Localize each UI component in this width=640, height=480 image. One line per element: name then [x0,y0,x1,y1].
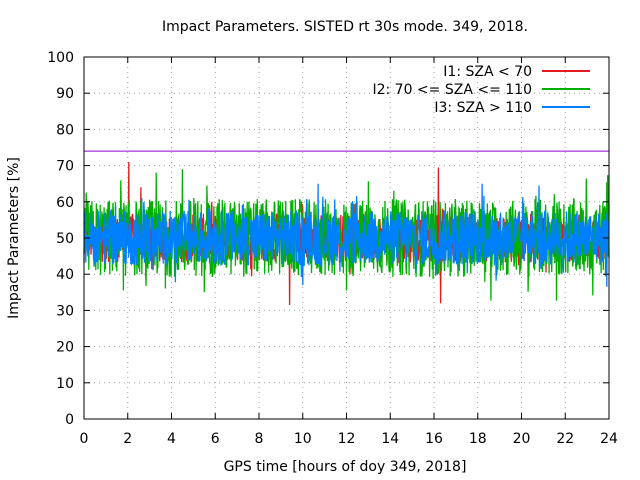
legend-label: I1: SZA < 70 [443,64,532,80]
y-tick-label: 20 [56,340,74,356]
x-tick-label: 22 [556,431,574,447]
x-tick-label: 18 [469,431,487,447]
x-tick-label: 8 [255,431,264,447]
legend: I1: SZA < 70 I2: 70 <= SZA <= 110 I3: SZA … [372,64,590,116]
x-tick-label: 6 [211,431,220,447]
y-tick-label: 0 [65,412,74,428]
series-layer [83,161,610,306]
series-line-3 [83,183,610,287]
x-tick-label: 10 [294,431,312,447]
y-tick-label: 40 [56,267,74,283]
y-tick-label: 100 [47,50,74,66]
y-tick-label: 60 [56,195,74,211]
y-tick-label: 90 [56,86,74,102]
y-tick-label: 50 [56,231,74,247]
y-tick-label: 10 [56,376,74,392]
legend-label: I2: 70 <= SZA <= 110 [372,82,532,98]
x-tick-label: 4 [167,431,176,447]
x-tick-label: 12 [338,431,356,447]
chart-title: Impact Parameters. SISTED rt 30s mode. 3… [162,19,528,35]
x-tick-label: 0 [80,431,89,447]
x-axis-label: GPS time [hours of doy 349, 2018] [224,459,467,475]
y-tick-label: 80 [56,122,74,138]
y-tick-label: 30 [56,303,74,319]
x-tick-label: 14 [381,431,399,447]
x-tick-label: 24 [600,431,618,447]
x-tick-label: 20 [513,431,531,447]
y-tick-label: 70 [56,159,74,175]
x-tick-label: 16 [425,431,443,447]
legend-label: I3: SZA > 110 [434,100,532,116]
y-axis-label: Impact Parameters [%] [6,157,22,319]
x-tick-label: 2 [123,431,132,447]
